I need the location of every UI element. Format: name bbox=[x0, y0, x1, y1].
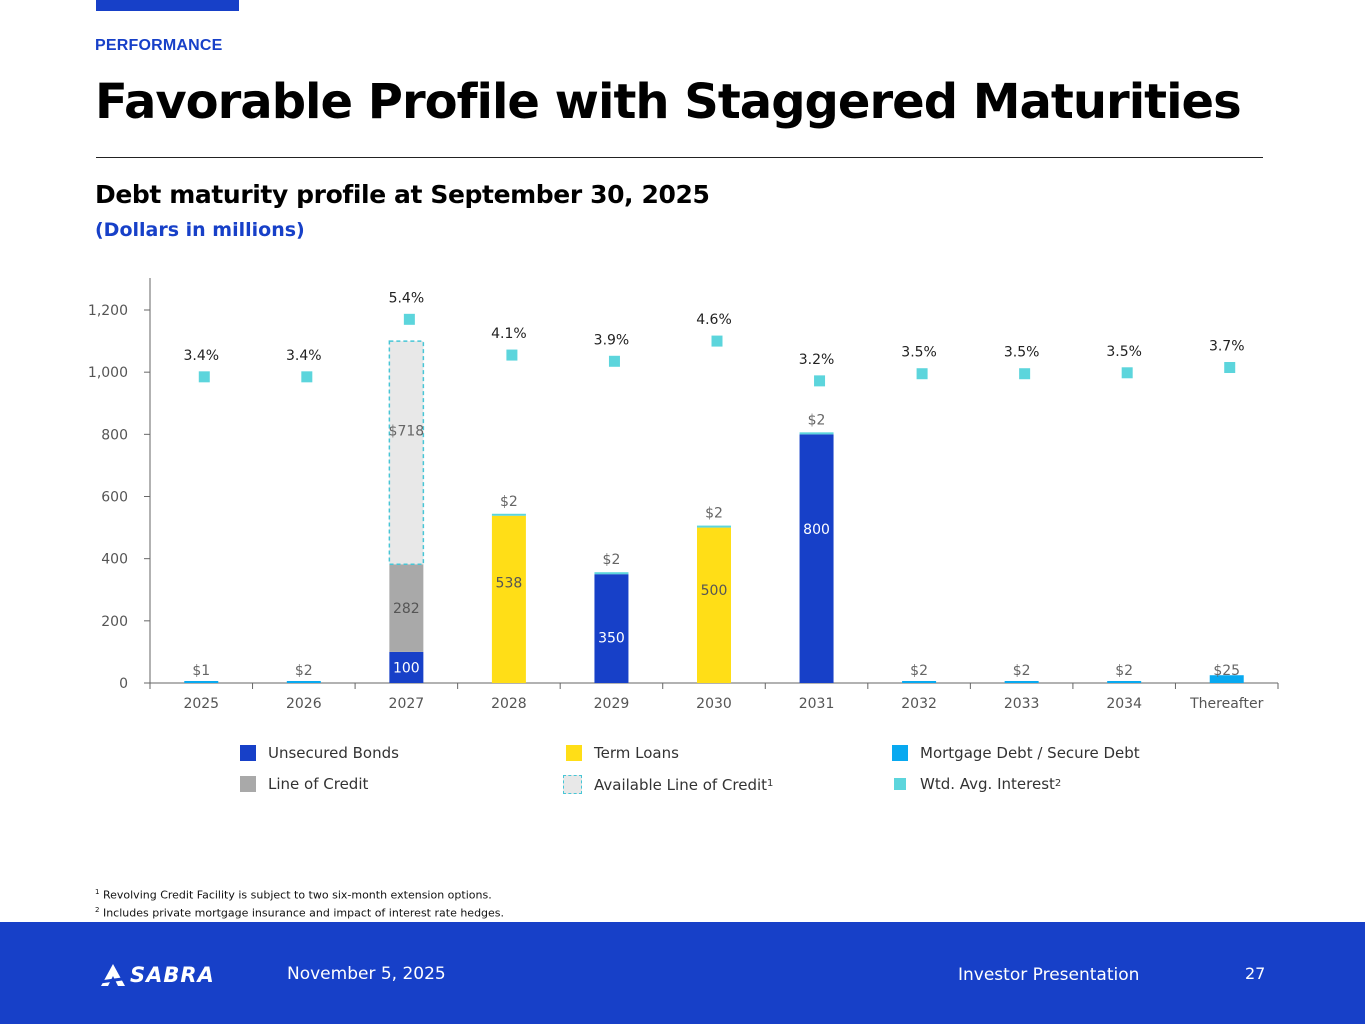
units-note: (Dollars in millions) bbox=[95, 219, 305, 241]
bar-mortgage-debt-2028 bbox=[491, 513, 526, 516]
bar-mortgage-debt-2031 bbox=[799, 432, 834, 435]
wtd-avg-interest-label: 5.4% bbox=[389, 290, 425, 306]
mortgage-debt-label: $25 bbox=[1213, 663, 1240, 679]
bar-value-label: 500 bbox=[701, 583, 728, 599]
x-tick-label: 2034 bbox=[1106, 696, 1142, 712]
bar-value-label: 282 bbox=[393, 601, 420, 617]
footnote-1: 1 Revolving Credit Facility is subject t… bbox=[95, 888, 492, 902]
wtd-avg-interest-marker bbox=[301, 371, 313, 383]
chart-subtitle: Debt maturity profile at September 30, 2… bbox=[95, 180, 710, 209]
mortgage-debt-label: $2 bbox=[500, 494, 518, 510]
bar-mortgage-debt-2030 bbox=[697, 525, 731, 528]
wtd-avg-interest-label: 3.2% bbox=[799, 352, 835, 368]
y-tick-label: 1,000 bbox=[88, 365, 128, 381]
wtd-avg-interest-marker bbox=[1224, 362, 1236, 374]
bar-mortgage-debt-2033 bbox=[1004, 681, 1039, 683]
footer-document-title: Investor Presentation bbox=[958, 965, 1140, 985]
mortgage-debt-label: $2 bbox=[1013, 663, 1031, 679]
bar-available-line-of-credit-2027 bbox=[388, 340, 425, 566]
y-tick-label: 0 bbox=[119, 676, 128, 692]
bar-line-of-credit-2027 bbox=[389, 564, 424, 652]
mortgage-debt-label: $2 bbox=[295, 663, 313, 679]
bar-mortgage-debt-2025 bbox=[184, 681, 219, 683]
wtd-avg-interest-marker bbox=[1121, 367, 1133, 379]
sabra-logo-icon bbox=[100, 964, 125, 986]
footnote-2: 2 Includes private mortgage insurance an… bbox=[95, 905, 505, 920]
x-tick-label: 2028 bbox=[491, 696, 527, 712]
x-tick-label: 2027 bbox=[389, 696, 425, 712]
y-tick-label: 400 bbox=[101, 552, 128, 568]
footer-date: November 5, 2025 bbox=[287, 964, 446, 984]
bar-value-label: 100 bbox=[393, 660, 420, 676]
mortgage-debt-label: $2 bbox=[603, 552, 621, 568]
title-divider bbox=[96, 157, 1263, 158]
page-number: 27 bbox=[1245, 964, 1266, 983]
mortgage-debt-label: $1 bbox=[192, 663, 210, 679]
bar-term-loans-2028 bbox=[491, 515, 526, 683]
bar-mortgage-debt-2034 bbox=[1107, 681, 1142, 683]
y-tick-label: 800 bbox=[101, 427, 128, 443]
y-tick-label: 600 bbox=[101, 490, 128, 506]
x-tick-label: 2025 bbox=[183, 696, 219, 712]
section-label: PERFORMANCE bbox=[95, 37, 223, 54]
wtd-avg-interest-marker bbox=[403, 313, 415, 325]
x-tick-label: 2033 bbox=[1004, 696, 1040, 712]
wtd-avg-interest-label: 3.7% bbox=[1209, 339, 1245, 355]
bar-value-label: 538 bbox=[496, 576, 523, 592]
wtd-avg-interest-marker bbox=[814, 375, 826, 387]
bar-unsecured-bonds-2027 bbox=[389, 651, 424, 683]
wtd-avg-interest-label: 4.1% bbox=[491, 326, 527, 342]
bar-value-label: 350 bbox=[598, 630, 625, 646]
wtd-avg-interest-marker bbox=[1019, 368, 1031, 380]
mortgage-debt-label: $2 bbox=[808, 412, 826, 428]
page-title: Favorable Profile with Staggered Maturit… bbox=[95, 74, 1242, 130]
wtd-avg-interest-label: 3.4% bbox=[286, 348, 322, 364]
footer-bar bbox=[0, 922, 1365, 1024]
wtd-avg-interest-label: 3.5% bbox=[1106, 344, 1142, 360]
wtd-avg-interest-label: 3.9% bbox=[594, 332, 630, 348]
mortgage-debt-label: $2 bbox=[1115, 663, 1133, 679]
top-accent-bar bbox=[96, 0, 239, 11]
x-tick-label: 2032 bbox=[901, 696, 937, 712]
mortgage-debt-label: $2 bbox=[705, 506, 723, 522]
wtd-avg-interest-marker bbox=[608, 355, 620, 367]
bar-mortgage-debt-2032 bbox=[902, 681, 937, 683]
x-tick-label: 2031 bbox=[799, 696, 835, 712]
bar-value-label: $718 bbox=[389, 423, 425, 439]
wtd-avg-interest-marker bbox=[506, 349, 518, 361]
y-tick-label: 200 bbox=[101, 614, 128, 630]
wtd-avg-interest-marker bbox=[711, 335, 723, 347]
bar-mortgage-debt-2026 bbox=[286, 681, 321, 683]
x-tick-label: Thereafter bbox=[1189, 696, 1263, 712]
sabra-logo: SABRA bbox=[100, 962, 215, 988]
x-tick-label: 2026 bbox=[286, 696, 322, 712]
wtd-avg-interest-marker bbox=[198, 371, 210, 383]
wtd-avg-interest-marker bbox=[916, 368, 928, 380]
bar-term-loans-2030 bbox=[697, 527, 731, 683]
bar-value-label: 800 bbox=[803, 522, 830, 538]
bar-unsecured-bonds-2029 bbox=[594, 574, 629, 683]
wtd-avg-interest-label: 3.4% bbox=[183, 348, 219, 364]
x-tick-label: 2030 bbox=[696, 696, 732, 712]
wtd-avg-interest-label: 3.5% bbox=[901, 345, 937, 361]
wtd-avg-interest-label: 4.6% bbox=[696, 312, 732, 328]
bar-mortgage-debt-2029 bbox=[594, 572, 629, 575]
mortgage-debt-label: $2 bbox=[910, 663, 928, 679]
y-tick-label: 1,200 bbox=[88, 303, 128, 319]
x-tick-label: 2029 bbox=[594, 696, 630, 712]
footnotes: 1 Revolving Credit Facility is subject t… bbox=[95, 885, 504, 920]
logo-wordmark: SABRA bbox=[130, 963, 215, 987]
bar-mortgage-debt-thereafter bbox=[1209, 675, 1244, 683]
bar-unsecured-bonds-2031 bbox=[799, 434, 834, 683]
wtd-avg-interest-label: 3.5% bbox=[1004, 345, 1040, 361]
